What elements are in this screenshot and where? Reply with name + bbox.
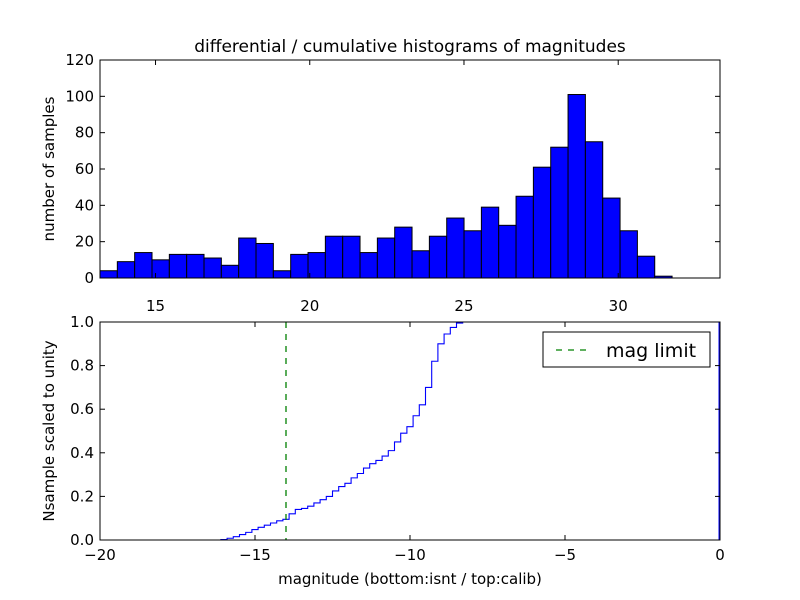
cumulative-frame: [99, 321, 721, 541]
histogram-frame: [99, 59, 721, 279]
cumulative-y-axis-label: Nsample scaled to unity: [40, 340, 58, 521]
cumulative-x-tick-label: −20: [84, 546, 116, 564]
legend-label: mag limit: [606, 340, 696, 362]
cumulative-x-tick-label: −5: [554, 546, 576, 564]
histogram-bar: [480, 206, 500, 279]
histogram-y-tick-label: 60: [75, 160, 94, 178]
cumulative-y-tick-label: 0.6: [70, 400, 94, 418]
histogram-bar: [394, 226, 413, 279]
legend: mag limit: [542, 331, 711, 368]
histogram-bar: [134, 252, 153, 279]
histogram-bar: [203, 257, 222, 279]
histogram-bar: [428, 235, 448, 279]
histogram-bar: [376, 237, 396, 279]
cumulative-lines: [100, 321, 720, 541]
chart-title: differential / cumulative histograms of …: [194, 37, 626, 57]
histogram-bar: [567, 94, 586, 279]
histogram-bar: [272, 270, 292, 279]
histogram-bar: [359, 252, 378, 279]
histogram-bar: [238, 237, 257, 279]
histogram-bar: [324, 235, 344, 279]
histogram-bar: [255, 242, 274, 279]
histogram-y-tick-label: 20: [75, 233, 94, 251]
histogram-bar: [307, 252, 326, 279]
cumulative-step-line: [100, 321, 472, 541]
histogram-bar: [116, 261, 136, 279]
histogram-ticks: 15 20 25 30 0 20 40 60 80 100 120: [65, 51, 720, 315]
cumulative-x-tick-label: −10: [394, 546, 426, 564]
histogram-bar: [515, 195, 534, 279]
histogram-bar: [636, 255, 656, 279]
histogram-bar: [463, 230, 482, 279]
histogram-y-tick-label: 120: [65, 51, 94, 69]
histogram-bar: [342, 235, 361, 279]
histogram-y-tick-label: 0: [84, 269, 94, 287]
histogram-panel: differential / cumulative histograms of …: [40, 37, 721, 315]
histogram-x-tick-label: 30: [609, 297, 628, 315]
cumulative-y-tick-label: 0.2: [70, 487, 94, 505]
histogram-bar: [411, 250, 430, 279]
histogram-x-tick-label: 25: [454, 297, 473, 315]
histogram-bar: [99, 270, 118, 279]
histogram-bar: [602, 197, 621, 279]
histogram-y-tick-label: 40: [75, 196, 94, 214]
cumulative-y-tick-label: 0.4: [70, 444, 94, 462]
histogram-bar: [151, 259, 170, 279]
histogram-bars: [99, 94, 673, 279]
histogram-bar: [619, 230, 638, 279]
histogram-bar: [532, 166, 552, 279]
histogram-bar: [220, 264, 240, 279]
histogram-bar: [550, 146, 569, 279]
histogram-x-tick-label: 20: [300, 297, 319, 315]
cumulative-x-tick-label: 0: [715, 546, 725, 564]
histogram-bar: [168, 253, 188, 279]
cumulative-x-tick-label: −15: [239, 546, 271, 564]
histogram-bar: [584, 141, 604, 279]
cumulative-y-tick-label: 1.0: [70, 313, 94, 331]
histogram-bar: [290, 253, 309, 279]
histogram-y-tick-label: 100: [65, 87, 94, 105]
histogram-bar: [498, 224, 517, 279]
histogram-y-tick-label: 80: [75, 124, 94, 142]
histogram-bar: [446, 217, 465, 279]
cumulative-y-tick-label: 0.8: [70, 357, 94, 375]
cumulative-y-tick-label: 0.0: [70, 531, 94, 549]
histogram-y-axis-label: number of samples: [40, 96, 58, 241]
cumulative-x-axis-label: magnitude (bottom:isnt / top:calib): [278, 570, 542, 588]
histogram-bar: [186, 253, 205, 279]
cumulative-panel: −20 −15 −10 −5 0 0.0 0.2 0.4 0.6 0.8 1.0 Nsample s…: [40, 313, 725, 588]
histogram-x-tick-label: 15: [146, 297, 165, 315]
